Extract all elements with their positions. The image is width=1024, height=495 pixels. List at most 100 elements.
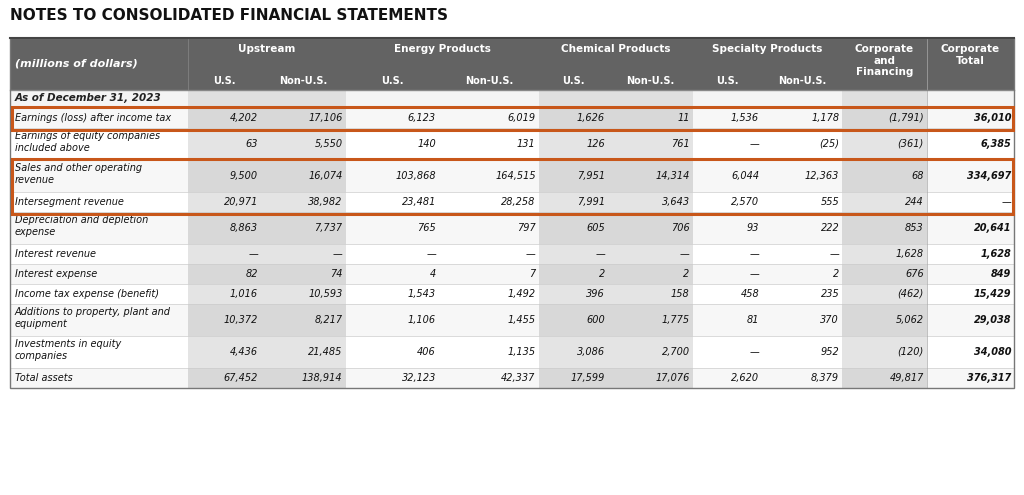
Text: 797: 797: [517, 223, 536, 233]
Text: 28,258: 28,258: [502, 197, 536, 207]
Text: 765: 765: [417, 223, 436, 233]
Bar: [261, 368, 345, 388]
Text: 1,178: 1,178: [811, 113, 840, 123]
Text: Investments in equity
companies: Investments in equity companies: [15, 339, 121, 361]
Bar: [10, 192, 1014, 212]
Bar: [539, 304, 608, 336]
Text: 17,076: 17,076: [655, 373, 690, 383]
Bar: [188, 304, 261, 336]
Bar: [608, 192, 692, 212]
Text: 12,363: 12,363: [805, 171, 840, 181]
Bar: [10, 264, 1014, 284]
Bar: [261, 212, 345, 244]
Text: 158: 158: [671, 289, 690, 299]
Text: 235: 235: [820, 289, 840, 299]
Text: —: —: [829, 249, 840, 259]
Bar: [10, 336, 1014, 368]
Text: —: —: [526, 249, 536, 259]
Bar: [10, 284, 1014, 304]
Text: 103,868: 103,868: [395, 171, 436, 181]
Text: 20,971: 20,971: [223, 197, 258, 207]
Bar: [261, 192, 345, 212]
Bar: [10, 368, 1014, 388]
Text: 8,379: 8,379: [811, 373, 840, 383]
Text: 1,455: 1,455: [508, 315, 536, 325]
Text: 5,550: 5,550: [314, 139, 343, 149]
Text: 32,123: 32,123: [401, 373, 436, 383]
Bar: [188, 90, 261, 108]
Text: 2,570: 2,570: [731, 197, 759, 207]
Text: 6,044: 6,044: [731, 171, 759, 181]
Text: (361): (361): [897, 139, 924, 149]
Bar: [188, 212, 261, 244]
Text: 29,038: 29,038: [974, 315, 1011, 325]
Bar: [608, 284, 692, 304]
Text: 8,217: 8,217: [314, 315, 343, 325]
Text: 3,643: 3,643: [662, 197, 690, 207]
Bar: [539, 336, 608, 368]
Text: Earnings (loss) after income tax: Earnings (loss) after income tax: [15, 113, 171, 123]
Text: —: —: [750, 269, 759, 279]
Text: —: —: [680, 249, 690, 259]
Text: 93: 93: [746, 223, 759, 233]
Text: 38,982: 38,982: [308, 197, 343, 207]
Text: Non-U.S.: Non-U.S.: [778, 76, 826, 86]
Bar: [10, 108, 1014, 128]
Text: U.S.: U.S.: [716, 76, 738, 86]
Text: 131: 131: [517, 139, 536, 149]
Text: Non-U.S.: Non-U.S.: [465, 76, 513, 86]
Text: 952: 952: [820, 347, 840, 357]
Text: 2: 2: [683, 269, 690, 279]
Text: 17,599: 17,599: [570, 373, 605, 383]
Bar: [842, 336, 927, 368]
Bar: [842, 368, 927, 388]
Text: 67,452: 67,452: [223, 373, 258, 383]
Bar: [10, 38, 1014, 388]
Text: 761: 761: [671, 139, 690, 149]
Text: U.S.: U.S.: [381, 76, 403, 86]
Text: 1,492: 1,492: [508, 289, 536, 299]
Bar: [539, 128, 608, 160]
Text: 6,019: 6,019: [508, 113, 536, 123]
Bar: [608, 128, 692, 160]
Text: —: —: [750, 249, 759, 259]
Bar: [608, 160, 692, 192]
Bar: [10, 304, 1014, 336]
Text: Intersegment revenue: Intersegment revenue: [15, 197, 124, 207]
Bar: [539, 212, 608, 244]
Text: 849: 849: [991, 269, 1011, 279]
Text: 49,817: 49,817: [890, 373, 924, 383]
Text: —: —: [750, 347, 759, 357]
Text: 396: 396: [587, 289, 605, 299]
Bar: [10, 38, 1014, 90]
Text: 4,202: 4,202: [229, 113, 258, 123]
Bar: [539, 244, 608, 264]
Bar: [11, 158, 1013, 213]
Text: 2,700: 2,700: [662, 347, 690, 357]
Bar: [608, 212, 692, 244]
Text: 1,775: 1,775: [662, 315, 690, 325]
Bar: [842, 244, 927, 264]
Bar: [188, 128, 261, 160]
Text: 853: 853: [905, 223, 924, 233]
Text: (25): (25): [819, 139, 840, 149]
Text: 376,317: 376,317: [967, 373, 1011, 383]
Text: 4: 4: [430, 269, 436, 279]
Text: 1,016: 1,016: [229, 289, 258, 299]
Bar: [608, 304, 692, 336]
Bar: [188, 160, 261, 192]
Text: 42,337: 42,337: [502, 373, 536, 383]
Text: Specialty Products: Specialty Products: [713, 44, 822, 54]
Text: 10,593: 10,593: [308, 289, 343, 299]
Text: 2,620: 2,620: [731, 373, 759, 383]
Text: 7: 7: [529, 269, 536, 279]
Bar: [842, 160, 927, 192]
Text: 6,385: 6,385: [980, 139, 1011, 149]
Bar: [10, 212, 1014, 244]
Text: Income tax expense (benefit): Income tax expense (benefit): [15, 289, 159, 299]
Text: 600: 600: [587, 315, 605, 325]
Text: 8,863: 8,863: [229, 223, 258, 233]
Bar: [842, 284, 927, 304]
Bar: [842, 264, 927, 284]
Text: Chemical Products: Chemical Products: [561, 44, 671, 54]
